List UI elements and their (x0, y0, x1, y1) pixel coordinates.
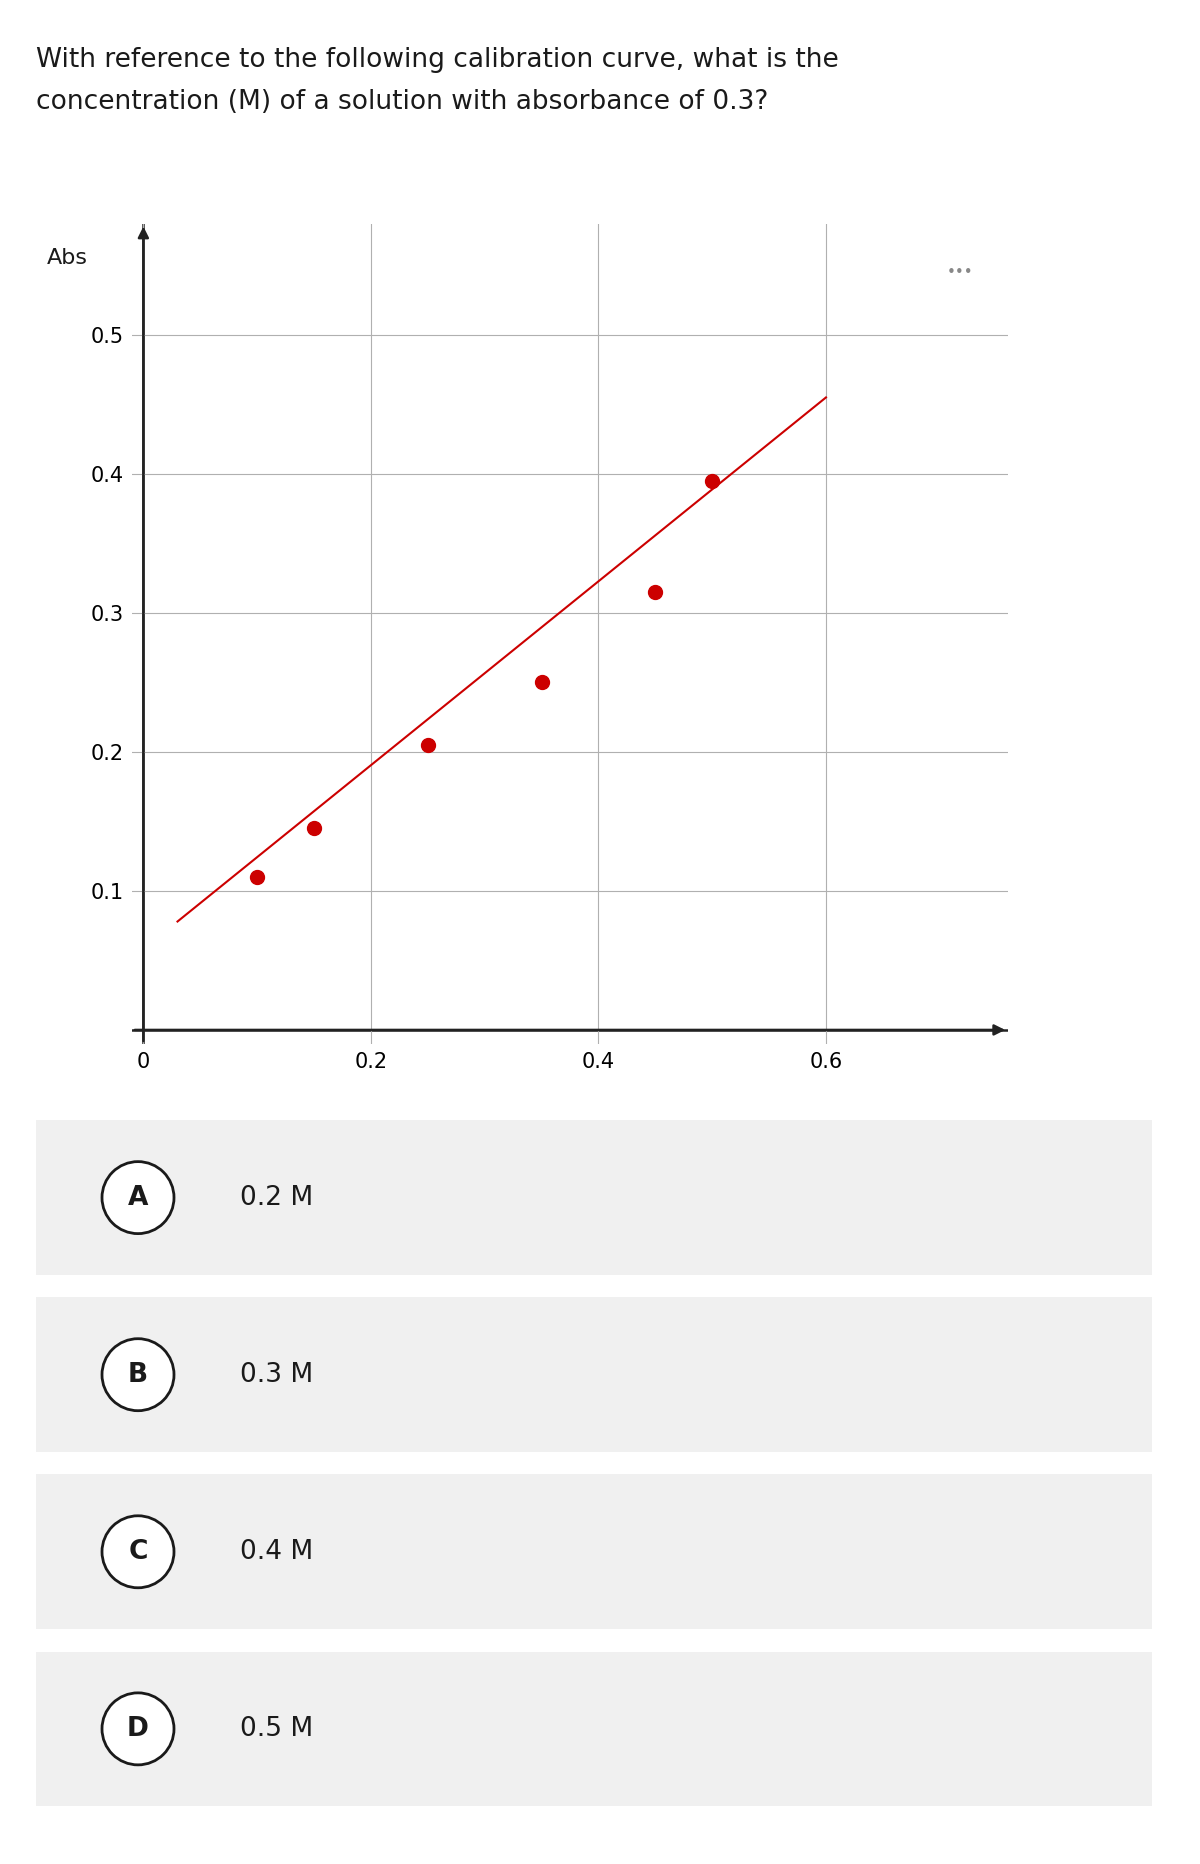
Text: concentration (M) of a solution with absorbance of 0.3?: concentration (M) of a solution with abs… (36, 89, 768, 116)
Point (247, 863, 266, 893)
Point (532, 667, 551, 697)
Text: 0.4 M: 0.4 M (240, 1540, 313, 1564)
Text: A: A (128, 1186, 148, 1210)
Text: •••: ••• (947, 265, 974, 280)
Text: Abs: Abs (47, 248, 88, 268)
Point (646, 578, 665, 608)
Text: With reference to the following calibration curve, what is the: With reference to the following calibrat… (36, 47, 839, 73)
Text: 0.5 M: 0.5 M (240, 1717, 313, 1741)
Point (305, 813, 324, 843)
Text: D: D (127, 1717, 149, 1741)
Text: 0.2 M: 0.2 M (240, 1186, 313, 1210)
Text: B: B (128, 1363, 148, 1387)
Text: C: C (128, 1540, 148, 1564)
Text: 0.3 M: 0.3 M (240, 1363, 313, 1387)
Point (703, 466, 722, 496)
Text: Concentration (M): Concentration (M) (440, 1148, 642, 1169)
Point (418, 731, 437, 761)
